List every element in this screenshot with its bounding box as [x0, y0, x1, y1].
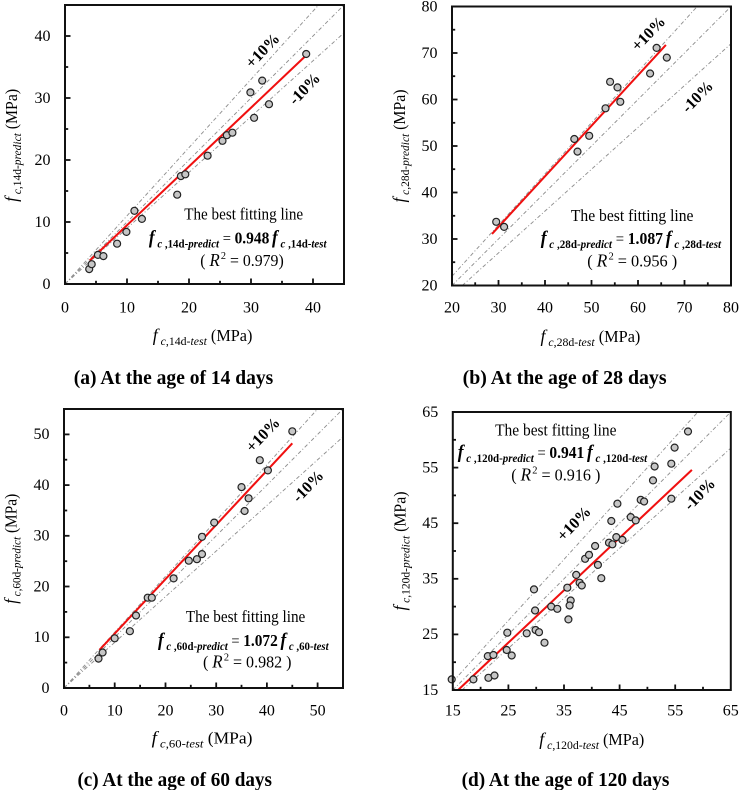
svg-text:15: 15: [422, 682, 438, 699]
svg-text:10: 10: [107, 703, 123, 720]
svg-text:10: 10: [34, 629, 50, 646]
svg-text:40: 40: [259, 703, 275, 720]
svg-text:f c ,120d-predict = 0.941 f c: f c ,120d-predict = 0.941 f c ,120d-test: [458, 442, 648, 465]
svg-text:65: 65: [422, 404, 438, 421]
svg-text:80: 80: [422, 0, 438, 15]
svg-text:20: 20: [422, 277, 438, 294]
svg-text:f c,120d-test (MPa): f c,120d-test (MPa): [539, 729, 644, 752]
svg-text:(a) At the age of 14 days: (a) At the age of 14 days: [74, 368, 274, 389]
svg-text:The best fitting line: The best fitting line: [571, 206, 694, 225]
svg-text:30: 30: [35, 90, 51, 107]
svg-text:60: 60: [630, 300, 646, 317]
svg-text:0: 0: [60, 703, 68, 720]
svg-text:0: 0: [61, 300, 69, 317]
svg-text:f c,14d-predict (MPa): f c,14d-predict (MPa): [1, 89, 24, 202]
svg-text:55: 55: [667, 703, 683, 720]
svg-text:20: 20: [158, 703, 174, 720]
svg-text:20: 20: [444, 300, 460, 317]
svg-text:f c,28d-test (MPa): f c,28d-test (MPa): [540, 326, 640, 349]
svg-text:65: 65: [723, 703, 739, 720]
svg-text:20: 20: [181, 300, 197, 317]
svg-text:(d) At the age of 120 days: (d) At the age of 120 days: [462, 770, 670, 790]
svg-text:40: 40: [305, 300, 321, 317]
svg-text:f c ,14d-predict = 0.948 f c: f c ,14d-predict = 0.948 f c ,14d-test: [149, 228, 327, 251]
svg-text:40: 40: [35, 28, 51, 45]
svg-text:( R 2 = 0.956 ): ( R 2 = 0.956 ): [587, 251, 677, 271]
svg-text:50: 50: [310, 703, 326, 720]
svg-text:35: 35: [556, 703, 572, 720]
svg-text:0: 0: [42, 680, 50, 697]
svg-text:20: 20: [35, 152, 51, 169]
svg-text:80: 80: [723, 300, 739, 317]
svg-text:f c ,60d-predict = 1.072 f c: f c ,60d-predict = 1.072 f c ,60-test: [158, 630, 329, 653]
svg-text:( R 2 = 0.979): ( R 2 = 0.979): [200, 250, 284, 270]
svg-text:55: 55: [422, 459, 438, 476]
svg-text:( R 2 = 0.916 ): ( R 2 = 0.916 ): [511, 465, 600, 485]
svg-text:f c,60-test (MPa): f c,60-test (MPa): [152, 728, 253, 751]
svg-text:50: 50: [422, 138, 438, 155]
svg-text:40: 40: [34, 477, 50, 494]
svg-text:(c) At the age of 60 days: (c) At the age of 60 days: [77, 770, 272, 790]
svg-text:40: 40: [422, 184, 438, 201]
svg-text:f c,60d-predict (MPa): f c,60d-predict (MPa): [1, 494, 24, 604]
svg-text:f c,14d-test (MPa): f c,14d-test (MPa): [153, 325, 253, 348]
svg-text:30: 30: [34, 528, 50, 545]
svg-text:15: 15: [445, 703, 461, 720]
svg-text:70: 70: [422, 45, 438, 62]
svg-text:50: 50: [584, 300, 600, 317]
svg-text:40: 40: [537, 300, 553, 317]
svg-text:45: 45: [612, 703, 628, 720]
svg-text:30: 30: [422, 231, 438, 248]
svg-text:( R 2 = 0.982 ): ( R 2 = 0.982 ): [203, 651, 292, 671]
svg-text:The best fitting line: The best fitting line: [495, 421, 616, 440]
svg-text:10: 10: [119, 300, 135, 317]
svg-text:The best fitting line: The best fitting line: [186, 607, 305, 626]
svg-text:f c,120d-predict (MPa): f c,120d-predict (MPa): [390, 492, 413, 611]
svg-text:35: 35: [422, 571, 438, 588]
svg-text:30: 30: [491, 300, 507, 317]
svg-text:70: 70: [677, 300, 693, 317]
svg-text:f c,28d-predict (MPa): f c,28d-predict (MPa): [389, 90, 412, 203]
svg-text:30: 30: [208, 703, 224, 720]
svg-text:60: 60: [422, 91, 438, 108]
svg-text:f c ,28d-predict = 1.087 f c: f c ,28d-predict = 1.087 f c ,28d-test: [541, 228, 722, 251]
svg-text:50: 50: [34, 426, 50, 443]
svg-text:30: 30: [243, 300, 259, 317]
svg-text:(b) At the age of 28 days: (b) At the age of 28 days: [463, 368, 667, 389]
svg-text:0: 0: [43, 276, 51, 293]
svg-text:10: 10: [35, 214, 51, 231]
svg-text:20: 20: [34, 578, 50, 595]
svg-text:The best fitting line: The best fitting line: [184, 204, 303, 223]
svg-text:25: 25: [422, 626, 438, 643]
svg-text:45: 45: [422, 515, 438, 532]
svg-text:25: 25: [500, 703, 516, 720]
